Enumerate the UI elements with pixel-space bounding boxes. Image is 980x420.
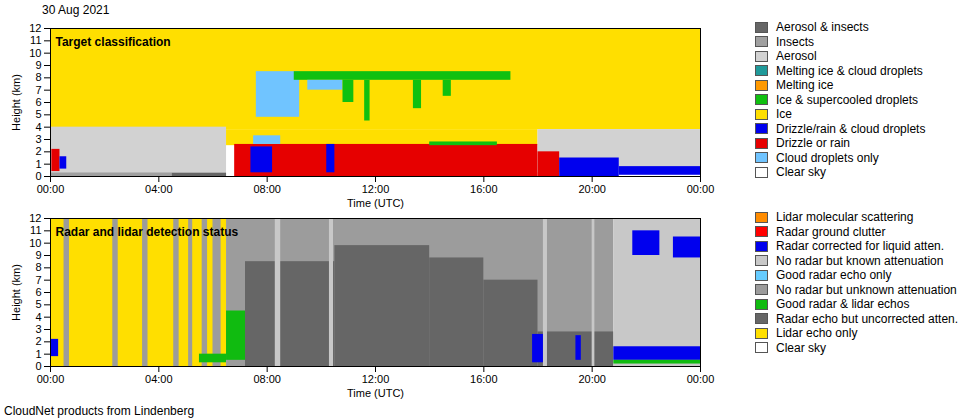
svg-text:16:00: 16:00 bbox=[470, 183, 498, 195]
html-text:Radar ground clutter: Radar ground clutter bbox=[776, 224, 886, 239]
html-text:Ice & supercooled droplets: Ice & supercooled droplets bbox=[776, 92, 919, 107]
svg-text:6: 6 bbox=[35, 286, 41, 298]
html-text:Melting ice: Melting ice bbox=[776, 78, 834, 93]
html-text:Drizzle/rain & cloud droplets: Drizzle/rain & cloud droplets bbox=[776, 121, 926, 136]
svg-text:08:00: 08:00 bbox=[253, 183, 281, 195]
svg-text:16:00: 16:00 bbox=[470, 373, 498, 385]
svg-text:8: 8 bbox=[35, 261, 41, 273]
svg-text:12:00: 12:00 bbox=[362, 373, 390, 385]
svg-text:Radar and lidar detection stat: Radar and lidar detection status bbox=[56, 225, 239, 239]
html-text:30 Aug 2021: 30 Aug 2021 bbox=[42, 3, 110, 17]
svg-text:0: 0 bbox=[35, 360, 41, 372]
html-text:No radar but unknown attenuati: No radar but unknown attenuation bbox=[776, 282, 957, 297]
html-text:Clear sky: Clear sky bbox=[776, 340, 826, 355]
svg-text:5: 5 bbox=[35, 298, 41, 310]
svg-text:12:00: 12:00 bbox=[362, 183, 390, 195]
html-text:Ice: Ice bbox=[776, 107, 792, 122]
html-text:Lidar echo only: Lidar echo only bbox=[776, 326, 858, 341]
svg-text:1: 1 bbox=[35, 348, 41, 360]
svg-text:08:00: 08:00 bbox=[253, 373, 281, 385]
svg-text:7: 7 bbox=[35, 274, 41, 286]
html-text:Good radar echo only: Good radar echo only bbox=[776, 268, 892, 283]
svg-text:6: 6 bbox=[35, 96, 41, 108]
svg-text:Time (UTC): Time (UTC) bbox=[347, 387, 404, 399]
svg-text:00:00: 00:00 bbox=[687, 373, 715, 385]
svg-text:1: 1 bbox=[35, 158, 41, 170]
svg-text:8: 8 bbox=[35, 71, 41, 83]
svg-text:0: 0 bbox=[35, 170, 41, 182]
svg-text:10: 10 bbox=[29, 47, 41, 59]
svg-text:10: 10 bbox=[29, 237, 41, 249]
svg-text:9: 9 bbox=[35, 59, 41, 71]
svg-text:Target classification: Target classification bbox=[56, 35, 171, 49]
svg-text:12: 12 bbox=[29, 212, 41, 224]
svg-text:Time (UTC): Time (UTC) bbox=[347, 197, 404, 209]
svg-text:00:00: 00:00 bbox=[37, 373, 65, 385]
svg-text:20:00: 20:00 bbox=[578, 373, 606, 385]
html-text:Drizzle or rain: Drizzle or rain bbox=[776, 136, 850, 151]
html-text:Melting ice & cloud droplets: Melting ice & cloud droplets bbox=[776, 63, 923, 78]
svg-text:2: 2 bbox=[35, 145, 41, 157]
html-text:No radar but known attenuation: No radar but known attenuation bbox=[776, 253, 944, 268]
html-text:Insects: Insects bbox=[776, 34, 814, 49]
svg-text:5: 5 bbox=[35, 108, 41, 120]
html-text:Good radar & lidar echos: Good radar & lidar echos bbox=[776, 297, 910, 312]
svg-text:4: 4 bbox=[35, 311, 41, 323]
svg-text:04:00: 04:00 bbox=[145, 183, 173, 195]
html-text:Radar corrected for liquid att: Radar corrected for liquid atten. bbox=[776, 239, 945, 254]
svg-text:3: 3 bbox=[35, 323, 41, 335]
html-text:Radar echo but uncorrected att: Radar echo but uncorrected atten. bbox=[776, 311, 959, 326]
svg-text:Height (km): Height (km) bbox=[10, 74, 22, 131]
svg-text:00:00: 00:00 bbox=[37, 183, 65, 195]
svg-text:7: 7 bbox=[35, 84, 41, 96]
html-text:Aerosol & insects: Aerosol & insects bbox=[776, 20, 869, 35]
html-text:CloudNet products from Lindenb: CloudNet products from Lindenberg bbox=[4, 404, 195, 418]
svg-text:11: 11 bbox=[30, 34, 41, 46]
svg-text:9: 9 bbox=[35, 249, 41, 261]
svg-text:11: 11 bbox=[30, 224, 41, 236]
html-text:Lidar molecular scattering: Lidar molecular scattering bbox=[776, 210, 914, 225]
svg-text:20:00: 20:00 bbox=[578, 183, 606, 195]
svg-text:2: 2 bbox=[35, 335, 41, 347]
svg-text:12: 12 bbox=[29, 22, 41, 34]
html-text:Clear sky: Clear sky bbox=[776, 165, 826, 180]
svg-text:Height (km): Height (km) bbox=[10, 264, 22, 321]
svg-text:00:00: 00:00 bbox=[687, 183, 715, 195]
svg-text:4: 4 bbox=[35, 121, 41, 133]
html-text:Cloud droplets only: Cloud droplets only bbox=[776, 150, 879, 165]
svg-text:3: 3 bbox=[35, 133, 41, 145]
svg-text:04:00: 04:00 bbox=[145, 373, 173, 385]
html-text:Aerosol: Aerosol bbox=[776, 49, 817, 64]
